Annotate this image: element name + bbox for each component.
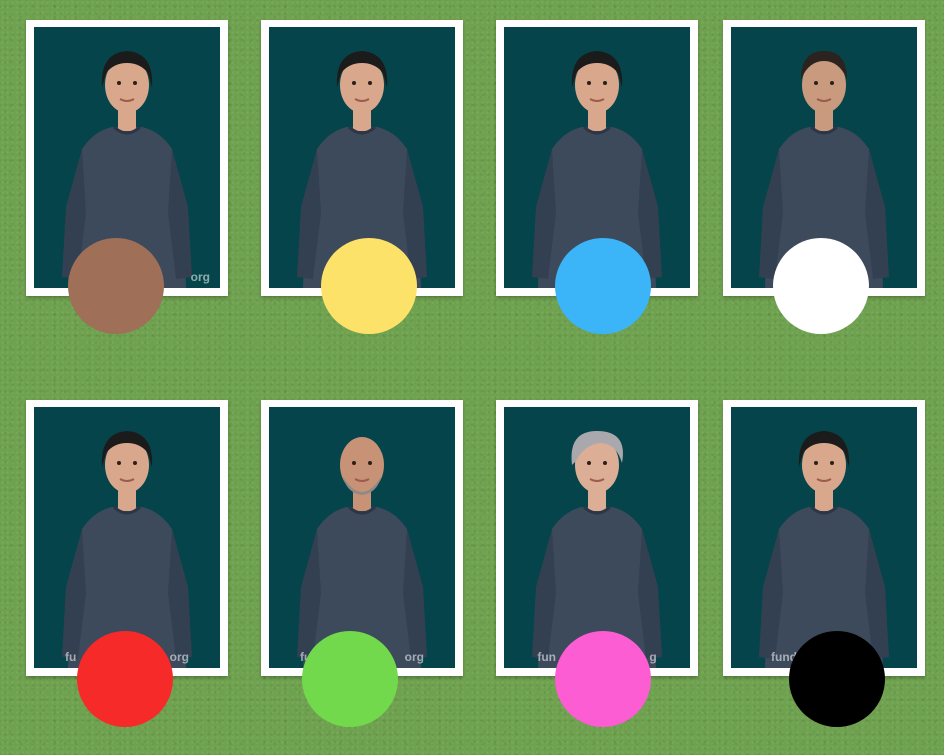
neck: [815, 107, 833, 131]
eye: [830, 81, 834, 85]
sweater: [68, 507, 186, 668]
eye: [368, 461, 372, 465]
mouth: [119, 478, 135, 482]
sweater: [538, 507, 656, 668]
eye: [603, 461, 607, 465]
face: [340, 57, 384, 113]
color-dot-pink[interactable]: [555, 631, 651, 727]
collar: [809, 125, 839, 135]
face: [105, 57, 149, 113]
face: [575, 437, 619, 493]
hair: [101, 51, 153, 87]
person-figure: [532, 51, 662, 288]
collar: [112, 505, 142, 515]
hair: [336, 51, 388, 87]
person-photo: fun g: [504, 407, 690, 668]
person-figure: [532, 431, 662, 668]
eye: [117, 461, 121, 465]
face: [340, 437, 384, 493]
person-photo: [504, 27, 690, 288]
neck: [815, 487, 833, 511]
mouth: [354, 98, 370, 102]
left-arm: [532, 529, 556, 659]
neck: [118, 107, 136, 131]
color-dot-white[interactable]: [773, 238, 869, 334]
person-figure: [62, 51, 192, 288]
eye: [814, 81, 818, 85]
color-dot-brown[interactable]: [68, 238, 164, 334]
person-figure: [759, 431, 889, 668]
right-arm: [638, 529, 662, 659]
collar: [347, 505, 377, 515]
hair: [571, 431, 623, 465]
eye: [587, 81, 591, 85]
left-arm: [759, 149, 783, 279]
hair: [798, 431, 850, 467]
face: [575, 57, 619, 113]
mouth: [816, 98, 832, 102]
neck: [118, 487, 136, 511]
left-arm: [62, 529, 86, 659]
mouth: [589, 478, 605, 482]
color-dot-red[interactable]: [77, 631, 173, 727]
left-arm: [297, 149, 321, 279]
neck: [353, 107, 371, 131]
right-arm: [168, 529, 192, 659]
collar: [347, 125, 377, 135]
collar: [809, 505, 839, 515]
sweater: [303, 507, 421, 668]
right-arm: [865, 149, 889, 279]
watermark: fund: [771, 650, 797, 664]
person-figure: [62, 431, 192, 668]
left-arm: [759, 529, 783, 659]
neck: [588, 487, 606, 511]
person-photo: fu org: [34, 407, 220, 668]
collar: [112, 125, 142, 135]
collar: [582, 505, 612, 515]
beard: [343, 477, 381, 495]
right-arm: [638, 149, 662, 279]
face: [802, 57, 846, 113]
person-figure: [297, 437, 427, 668]
color-dot-black[interactable]: [789, 631, 885, 727]
eye: [352, 461, 356, 465]
face: [105, 437, 149, 493]
eye: [603, 81, 607, 85]
eye: [133, 81, 137, 85]
eye: [814, 461, 818, 465]
color-dot-yellow[interactable]: [321, 238, 417, 334]
eye: [830, 461, 834, 465]
mouth: [589, 98, 605, 102]
eye: [352, 81, 356, 85]
left-arm: [532, 149, 556, 279]
right-arm: [403, 149, 427, 279]
eye: [368, 81, 372, 85]
color-dot-green[interactable]: [302, 631, 398, 727]
left-arm: [297, 529, 321, 659]
person-photo: org: [34, 27, 220, 288]
eye: [587, 461, 591, 465]
hair: [801, 51, 847, 79]
color-dot-blue[interactable]: [555, 238, 651, 334]
eye: [117, 81, 121, 85]
eye: [133, 461, 137, 465]
collar: [582, 125, 612, 135]
mouth: [354, 478, 370, 482]
hair: [101, 431, 153, 467]
person-photo: fund: [731, 407, 917, 668]
sweater: [765, 507, 883, 668]
person-photo: fu org: [269, 407, 455, 668]
right-arm: [865, 529, 889, 659]
watermark: org: [190, 270, 210, 284]
face: [802, 437, 846, 493]
right-arm: [168, 149, 192, 279]
mouth: [119, 98, 135, 102]
mouth: [816, 478, 832, 482]
right-arm: [403, 529, 427, 659]
left-arm: [62, 149, 86, 279]
hair: [571, 51, 623, 87]
neck: [588, 107, 606, 131]
